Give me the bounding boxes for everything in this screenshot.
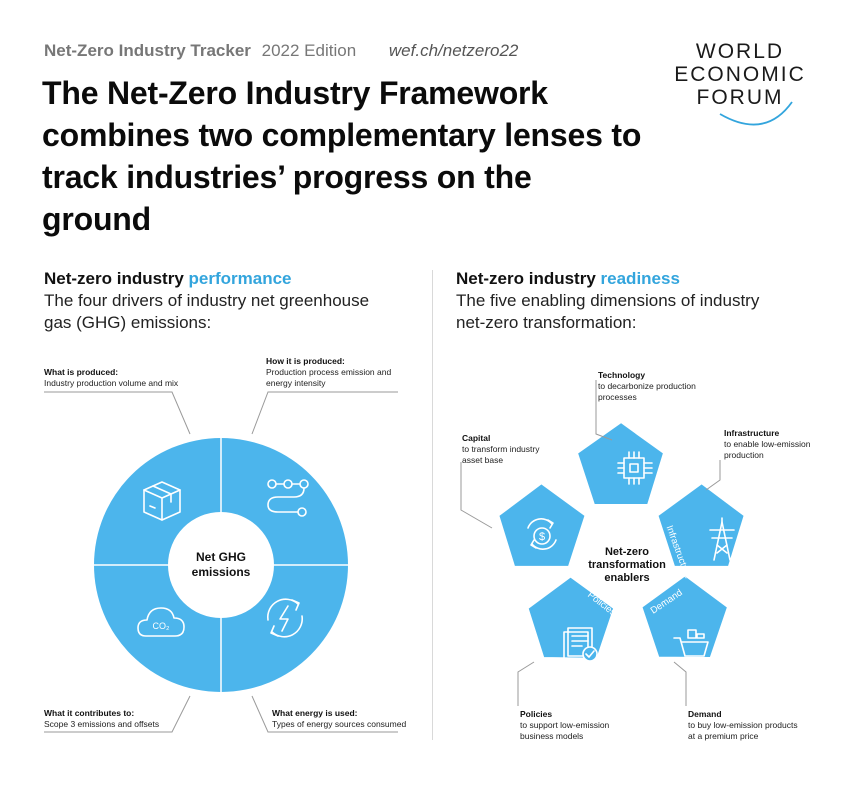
wef-logo: WORLD ECONOMIC FORUM xyxy=(670,40,810,126)
dimension-desc: to support low-emission business models xyxy=(520,720,610,741)
donut-center-label: Net GHG emissions xyxy=(171,550,271,580)
performance-title-prefix: Net-zero industry xyxy=(44,269,189,288)
performance-title: Net-zero industry performance xyxy=(44,268,374,290)
dollar-cycle-icon xyxy=(527,518,557,550)
co2-cloud-icon xyxy=(137,607,185,637)
dimension-desc: to decarbonize production processes xyxy=(598,381,696,402)
pentagon-center-line1: Net-zero xyxy=(604,546,649,558)
performance-title-accent: performance xyxy=(188,269,292,288)
driver-contributes: What it contributes to: Scope 3 emission… xyxy=(44,708,204,730)
tracker-name: Net-Zero Industry Tracker xyxy=(44,41,251,60)
dollar-glyph: $ xyxy=(539,531,545,543)
driver-how-produced: How it is produced: Production process e… xyxy=(266,356,406,389)
connector-capital xyxy=(460,462,493,529)
dimension-demand: Demand to buy low-emission products at a… xyxy=(688,709,798,742)
dimension-name: Policies xyxy=(520,709,553,719)
section-divider xyxy=(432,270,433,740)
connector-energy xyxy=(251,695,398,733)
driver-desc: Types of energy sources consumed xyxy=(272,719,407,729)
driver-desc: Scope 3 emissions and offsets xyxy=(44,719,160,729)
connector-how-produced xyxy=(251,391,398,435)
dimension-desc: to enable low-emission production xyxy=(724,439,811,460)
readiness-title: Net-zero industry readiness xyxy=(456,268,786,290)
connector-demand xyxy=(673,661,687,706)
dimension-name: Technology xyxy=(598,370,646,380)
performance-connectors xyxy=(44,391,398,733)
box-icon xyxy=(143,481,181,521)
driver-label: How it is produced: xyxy=(266,356,345,366)
pentagon-demand xyxy=(640,573,730,660)
connector-what-produced xyxy=(44,391,191,435)
pylon-icon xyxy=(709,517,735,561)
pentagon-center-line3: enablers xyxy=(604,572,650,584)
performance-donut xyxy=(94,438,348,692)
logo-line-3: FORUM xyxy=(696,86,784,109)
energy-bolt-icon xyxy=(266,598,304,638)
document-check-icon xyxy=(563,627,598,662)
driver-desc: Industry production volume and mix xyxy=(44,378,179,388)
readiness-heading: Net-zero industry readiness The five ena… xyxy=(456,268,786,334)
connector-technology xyxy=(595,380,613,441)
logo-line-2: ECONOMIC xyxy=(674,63,806,86)
driver-energy: What energy is used: Types of energy sou… xyxy=(272,708,412,730)
co2-icon-text: CO₂ xyxy=(153,621,171,631)
pentagon-center-label: Net-zero transformation enablers xyxy=(577,546,677,585)
driver-label: What energy is used: xyxy=(272,708,358,718)
process-flow-icon xyxy=(267,479,309,517)
header-line: Net-Zero Industry Tracker 2022 Edition w… xyxy=(44,41,518,61)
readiness-subtitle: The five enabling dimensions of industry… xyxy=(456,291,760,332)
pentagon-capital xyxy=(497,481,587,568)
performance-heading: Net-zero industry performance The four d… xyxy=(44,268,374,334)
donut-center-line1: Net GHG xyxy=(195,550,246,564)
dimension-desc: to transform industry asset base xyxy=(462,444,540,465)
donut-hole xyxy=(168,512,274,618)
connector-infrastructure xyxy=(705,460,721,491)
label-technology: Technology xyxy=(610,511,658,522)
readiness-title-prefix: Net-zero industry xyxy=(456,269,601,288)
logo-line-1: WORLD xyxy=(695,40,785,63)
pentagon-center xyxy=(588,520,666,595)
driver-desc: Production process emission and energy i… xyxy=(266,367,392,388)
dimension-name: Demand xyxy=(688,709,722,719)
pentagon-center-line2: transformation xyxy=(588,559,666,571)
dimension-policies: Policies to support low-emission busines… xyxy=(520,709,620,742)
performance-subtitle: The four drivers of industry net greenho… xyxy=(44,291,370,332)
url-link[interactable]: wef.ch/netzero22 xyxy=(388,41,519,60)
page-title: The Net-Zero Industry Framework combines… xyxy=(42,75,642,237)
driver-what-produced: What is produced: Industry production vo… xyxy=(44,367,204,389)
dimension-name: Infrastructure xyxy=(724,428,780,438)
dimension-infrastructure: Infrastructure to enable low-emission pr… xyxy=(724,428,819,461)
readiness-title-accent: readiness xyxy=(600,269,680,288)
connector-policies xyxy=(517,661,535,706)
dimension-capital: Capital to transform industry asset base xyxy=(462,433,552,466)
driver-label: What is produced: xyxy=(44,367,119,377)
connector-contributes xyxy=(44,695,191,733)
logo-arc-icon xyxy=(719,101,793,126)
driver-label: What it contributes to: xyxy=(44,708,135,718)
readiness-connectors xyxy=(460,380,721,706)
donut-center-line2: emissions xyxy=(191,565,251,579)
edition-label: 2022 Edition xyxy=(261,41,357,60)
dimension-name: Capital xyxy=(462,433,491,443)
cart-icon xyxy=(673,629,709,666)
chip-icon xyxy=(617,451,653,485)
dimension-desc: to buy low-emission products at a premiu… xyxy=(688,720,798,741)
dimension-technology: Technology to decarbonize production pro… xyxy=(598,370,698,403)
